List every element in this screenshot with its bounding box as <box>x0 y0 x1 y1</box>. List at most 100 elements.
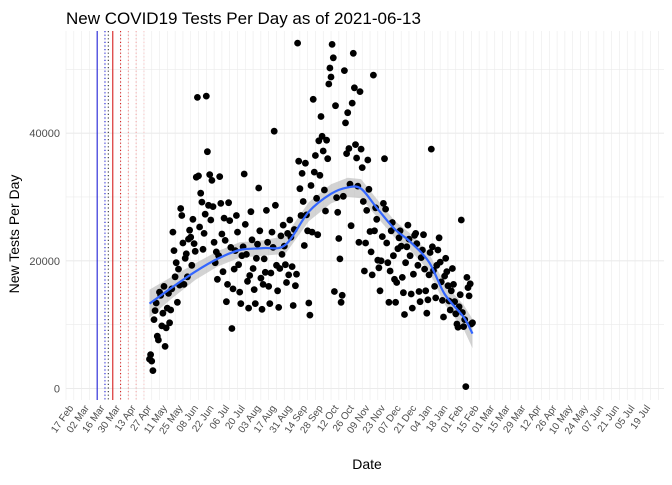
data-point <box>191 247 199 255</box>
data-point <box>226 217 234 225</box>
data-point <box>454 323 462 331</box>
data-point <box>325 80 333 88</box>
data-point <box>216 173 224 181</box>
data-point <box>339 192 347 200</box>
data-point <box>362 239 369 247</box>
data-point <box>449 265 456 272</box>
data-point <box>264 238 271 246</box>
smooth-trend-line <box>148 185 474 335</box>
data-point <box>200 230 208 237</box>
confidence-band-layer <box>149 177 473 349</box>
data-point <box>160 283 168 290</box>
data-point <box>268 228 276 236</box>
data-point <box>240 170 248 178</box>
data-point <box>256 227 264 235</box>
data-point <box>251 300 259 307</box>
data-point <box>274 287 281 295</box>
data-point <box>421 265 428 273</box>
data-point <box>457 216 465 224</box>
data-point <box>334 208 342 216</box>
data-point <box>361 267 368 275</box>
data-point <box>401 311 408 318</box>
data-point <box>293 270 300 278</box>
data-point <box>267 269 275 277</box>
data-point <box>236 288 244 296</box>
data-point <box>219 268 227 276</box>
data-point <box>270 127 278 135</box>
data-point <box>261 268 269 276</box>
data-point <box>276 265 284 272</box>
data-point <box>149 367 157 374</box>
data-point <box>298 170 306 177</box>
data-point <box>186 226 194 234</box>
data-point <box>254 240 261 248</box>
data-point <box>359 198 367 205</box>
data-point <box>450 281 457 288</box>
data-point <box>390 252 397 260</box>
data-point <box>456 291 464 299</box>
data-point <box>260 255 268 263</box>
data-point <box>220 214 228 222</box>
data-point <box>416 298 424 306</box>
data-point <box>382 205 389 213</box>
data-point <box>357 145 365 153</box>
data-point <box>263 207 270 214</box>
data-point <box>243 251 250 258</box>
data-point <box>292 282 299 290</box>
event-lines <box>96 31 145 400</box>
data-point <box>169 228 177 236</box>
data-point <box>345 145 353 152</box>
data-point <box>233 212 240 219</box>
data-point <box>249 265 257 272</box>
data-point <box>423 309 431 317</box>
data-point <box>250 286 258 293</box>
data-point <box>358 164 366 172</box>
data-point <box>223 298 230 306</box>
data-point <box>392 298 399 306</box>
data-point <box>204 148 211 156</box>
data-point <box>278 251 286 258</box>
data-point <box>235 261 243 269</box>
smooth-line-layer <box>148 185 474 335</box>
data-point <box>332 102 339 110</box>
data-point <box>424 296 432 304</box>
data-point <box>306 311 314 319</box>
data-point <box>465 292 473 300</box>
data-point <box>207 216 215 224</box>
data-point <box>197 189 205 197</box>
data-point <box>195 172 202 180</box>
data-point <box>237 300 245 307</box>
data-point <box>259 281 267 288</box>
data-point <box>316 171 324 179</box>
data-point <box>353 154 360 162</box>
data-point <box>406 252 414 260</box>
data-point <box>288 263 296 270</box>
data-point <box>440 313 447 321</box>
data-point <box>194 94 201 101</box>
data-point <box>375 264 383 272</box>
data-point <box>336 255 344 263</box>
data-point <box>217 200 225 207</box>
data-point <box>415 288 423 295</box>
data-point <box>410 270 417 278</box>
data-point <box>313 194 320 202</box>
data-point <box>426 249 434 256</box>
data-point <box>460 323 467 330</box>
data-point <box>208 177 216 184</box>
data-point <box>343 150 350 158</box>
data-point <box>408 304 416 312</box>
data-point <box>469 319 476 327</box>
data-point <box>364 156 372 164</box>
data-point <box>463 274 471 281</box>
data-point <box>279 221 287 229</box>
data-point <box>246 272 254 279</box>
data-point <box>294 39 301 47</box>
grid-layer <box>65 31 664 400</box>
data-point <box>344 109 352 117</box>
data-point <box>447 287 455 295</box>
data-point <box>442 254 450 262</box>
data-point <box>265 283 273 290</box>
data-point <box>225 199 233 207</box>
